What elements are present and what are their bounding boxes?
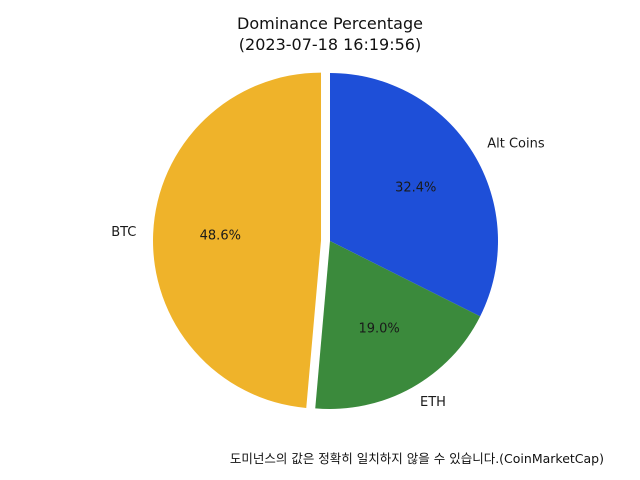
chart-title: Dominance Percentage	[237, 14, 423, 33]
pie-slice-eth	[315, 241, 481, 409]
footnote-source: 도미넌스의 값은 정확히 일치하지 않을 수 있습니다.(CoinMarketC…	[230, 451, 604, 466]
pie-category-label-eth: ETH	[420, 395, 446, 410]
pie-slice-btc	[153, 72, 322, 408]
pie-value-label-eth: 19.0%	[358, 322, 399, 337]
pie-value-label-btc: 48.6%	[200, 229, 241, 244]
pie-slice-alt-coins	[330, 73, 498, 317]
pie-category-label-btc: BTC	[111, 225, 136, 240]
pie-labels: 32.4% Alt Coins 19.0% ETH 48.6% BTC	[111, 136, 545, 409]
pie-value-label-alt-coins: 32.4%	[395, 181, 436, 196]
pie-slices	[153, 72, 498, 409]
chart-subtitle: (2023-07-18 16:19:56)	[239, 35, 421, 54]
pie-category-label-alt-coins: Alt Coins	[487, 136, 545, 151]
